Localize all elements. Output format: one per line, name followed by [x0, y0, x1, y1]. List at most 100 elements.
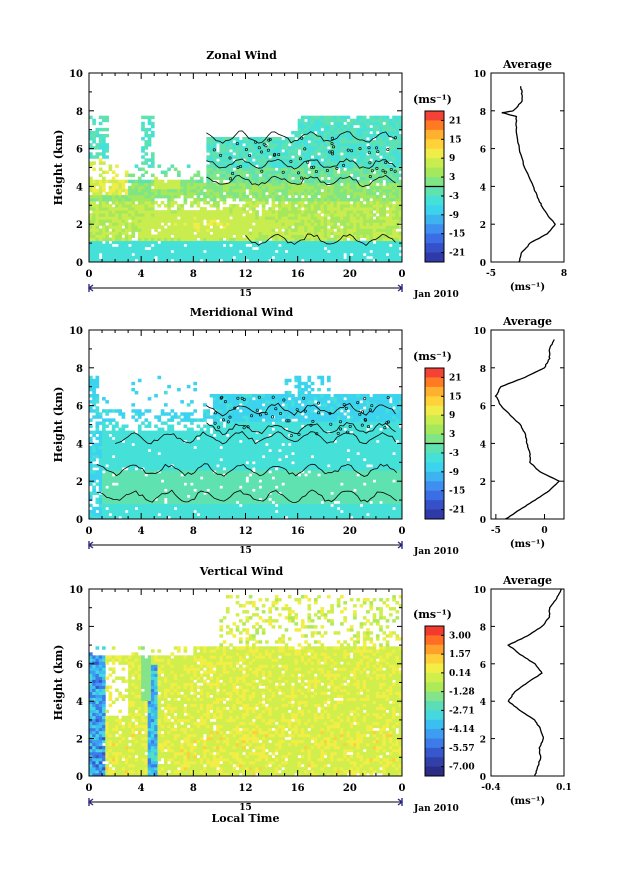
heatmap-cell: [196, 497, 201, 502]
heatmap-cell: [310, 222, 315, 226]
heatmap-cell: [216, 140, 220, 144]
date-axis-start: [87, 284, 94, 292]
heatmap-cell: [190, 458, 194, 462]
heatmap-cell: [304, 173, 308, 178]
heatmap-cell: [252, 170, 256, 174]
heatmap-cell: [372, 219, 377, 223]
heatmap-cell: [307, 222, 312, 226]
heatmap-cell: [216, 445, 220, 450]
heatmap-cell: [310, 231, 315, 235]
heatmap-cell: [206, 179, 211, 184]
heatmap-cell: [206, 237, 211, 242]
heatmap-cell: [252, 210, 256, 214]
heatmap-cell: [160, 485, 165, 489]
heatmap-cell: [95, 204, 100, 208]
heatmap-cell: [186, 249, 191, 254]
heatmap-cell: [98, 213, 103, 217]
heatmap-cell: [356, 243, 361, 248]
heatmap-cell: [392, 182, 396, 187]
heatmap-cell: [304, 161, 308, 165]
heatmap-cell: [255, 204, 259, 208]
heatmap-cell: [160, 436, 165, 441]
heatmap-cell: [238, 222, 243, 226]
heatmap-cell: [362, 249, 367, 254]
heatmap-cell: [281, 179, 286, 184]
heatmap-cell: [199, 470, 204, 474]
heatmap-cell: [180, 479, 184, 483]
heatmap-cell: [98, 448, 103, 453]
heatmap-cell: [359, 222, 364, 226]
heatmap-cell: [199, 207, 204, 211]
heatmap-cell: [92, 185, 96, 190]
heatmap-cell: [255, 137, 259, 141]
heatmap-cell: [190, 188, 194, 193]
heatmap-cell: [323, 127, 328, 132]
heatmap-cell: [268, 161, 272, 165]
heatmap-cell: [186, 448, 191, 453]
heatmap-cell: [229, 237, 233, 242]
heatmap-cell: [258, 234, 263, 239]
heatmap-cell: [105, 115, 109, 120]
heatmap-cell: [284, 216, 289, 220]
heatmap-cell: [102, 258, 106, 263]
heatmap-cell: [89, 394, 93, 398]
heatmap-cell: [375, 118, 380, 123]
heatmap-cell: [359, 252, 364, 257]
heatmap-cell: [212, 448, 217, 453]
heatmap-cell: [180, 243, 184, 248]
heatmap-cell: [186, 503, 191, 508]
heatmap-cell: [137, 427, 142, 431]
heatmap-cell: [105, 436, 109, 441]
heatmap-cell: [382, 137, 387, 141]
heatmap-cell: [300, 240, 305, 245]
heatmap-cell: [346, 179, 351, 184]
heatmap-cell: [183, 191, 188, 196]
heatmap-cell: [362, 207, 367, 211]
heatmap-cell: [372, 133, 377, 138]
heatmap-cell: [92, 146, 96, 150]
heatmap-cell: [203, 237, 207, 242]
heatmap-cell: [89, 418, 93, 422]
heatmap-cell: [186, 234, 191, 239]
heatmap-cell: [137, 500, 142, 505]
heatmap-cell: [356, 197, 361, 202]
heatmap-cell: [170, 491, 175, 496]
heatmap-cell: [395, 243, 400, 248]
heatmap-cell: [356, 143, 361, 147]
heatmap-cell: [372, 146, 377, 150]
heatmap-cell: [375, 237, 380, 242]
heatmap-cell: [323, 204, 328, 208]
heatmap-cell: [141, 488, 145, 492]
heatmap-cell: [216, 436, 220, 441]
heatmap-cell: [307, 152, 312, 156]
heatmap-cell: [313, 127, 318, 132]
heatmap-cell: [89, 152, 93, 156]
heatmap-cell: [261, 179, 266, 184]
heatmap-cell: [248, 143, 253, 147]
heatmap-cell: [95, 188, 100, 193]
heatmap-cell: [203, 515, 207, 520]
heatmap-cell: [343, 210, 347, 214]
heatmap-cell: [340, 243, 344, 248]
heatmap-cell: [359, 188, 364, 193]
heatmap-cell: [92, 225, 96, 229]
heatmap-cell: [287, 234, 292, 239]
heatmap-cell: [190, 464, 194, 468]
heatmap-cell: [118, 255, 122, 260]
heatmap-cell: [336, 210, 341, 214]
heatmap-cell: [177, 430, 181, 435]
heatmap-cell: [92, 213, 96, 217]
heatmap-cell: [209, 140, 214, 144]
heatmap-cell: [128, 430, 132, 435]
heatmap-cell: [219, 170, 224, 174]
heatmap-cell: [199, 445, 204, 450]
heatmap-cell: [229, 146, 233, 150]
heatmap-cell: [199, 213, 204, 217]
heatmap-cell: [154, 458, 158, 462]
heatmap-cell: [225, 246, 230, 251]
heatmap-cell: [284, 243, 289, 248]
heatmap-cell: [271, 228, 276, 232]
heatmap-cell: [160, 231, 165, 235]
heatmap-cell: [131, 210, 136, 214]
heatmap-cell: [95, 384, 100, 389]
